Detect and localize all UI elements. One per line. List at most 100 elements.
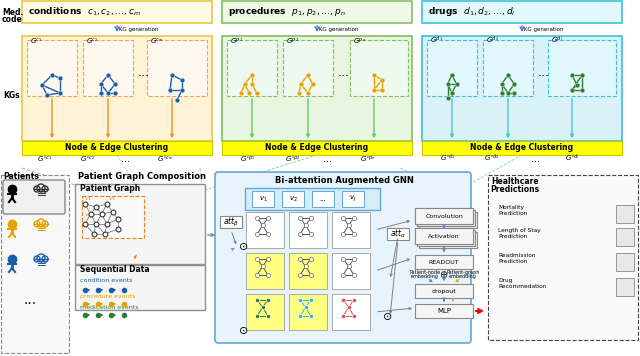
Text: KG generation: KG generation xyxy=(119,26,159,31)
Text: KG generation: KG generation xyxy=(319,26,358,31)
Bar xyxy=(82,196,144,238)
FancyBboxPatch shape xyxy=(3,180,65,214)
Text: $G^{c_1}$: $G^{c_1}$ xyxy=(30,36,42,46)
Bar xyxy=(332,212,370,248)
Text: Sequential Data: Sequential Data xyxy=(80,265,150,274)
Text: $G\,'^{d_1}$: $G\,'^{d_1}$ xyxy=(440,153,456,164)
Text: $v_3$: $v_3$ xyxy=(108,195,116,203)
Bar xyxy=(289,294,327,330)
Bar xyxy=(332,294,370,330)
Bar xyxy=(252,191,274,207)
Text: Readmission
Prediction: Readmission Prediction xyxy=(498,253,536,264)
Bar xyxy=(415,208,473,224)
Bar xyxy=(222,1,412,23)
Text: $G^{c_m}$: $G^{c_m}$ xyxy=(150,36,164,46)
Text: Patient-node: Patient-node xyxy=(410,270,440,275)
Bar xyxy=(350,40,408,96)
Bar xyxy=(488,175,638,340)
Bar xyxy=(417,210,475,226)
Text: ...: ... xyxy=(120,154,129,164)
Bar xyxy=(387,228,409,240)
Bar xyxy=(417,230,475,246)
Text: embedding: embedding xyxy=(411,274,439,279)
Text: code: code xyxy=(2,15,23,24)
Bar xyxy=(332,253,370,289)
Text: Patient-graph: Patient-graph xyxy=(446,270,480,275)
Bar xyxy=(75,265,205,310)
Bar xyxy=(415,228,473,244)
Bar xyxy=(616,228,634,246)
Text: KGs: KGs xyxy=(3,90,20,99)
Text: Convolution: Convolution xyxy=(425,214,463,219)
Text: conditions  $c_1,c_2,\ldots,c_m$: conditions $c_1,c_2,\ldots,c_m$ xyxy=(28,6,141,18)
Bar xyxy=(548,40,616,96)
Bar xyxy=(75,184,205,264)
Bar xyxy=(422,1,622,23)
Text: KG generation: KG generation xyxy=(524,26,563,31)
Text: procedures  $p_1,p_2,\ldots,p_n$: procedures $p_1,p_2,\ldots,p_n$ xyxy=(228,5,346,19)
Text: $\odot$: $\odot$ xyxy=(382,312,392,323)
Bar xyxy=(222,36,412,141)
Text: Activation: Activation xyxy=(428,234,460,239)
Bar xyxy=(415,208,473,224)
Text: Length of Stay
Prediction: Length of Stay Prediction xyxy=(498,228,541,239)
Text: $G^{p_2}$: $G^{p_2}$ xyxy=(286,36,299,46)
Text: $G\,'^{p_2}$: $G\,'^{p_2}$ xyxy=(285,154,301,164)
Bar xyxy=(427,40,477,96)
Text: READOUT: READOUT xyxy=(429,260,460,265)
Text: Node & Edge Clustering: Node & Edge Clustering xyxy=(470,143,573,152)
Bar xyxy=(246,253,284,289)
Bar xyxy=(22,141,212,155)
Text: $G^{p_n}$: $G^{p_n}$ xyxy=(353,36,366,46)
Text: $\oplus$: $\oplus$ xyxy=(440,269,449,281)
Bar xyxy=(220,216,242,228)
Text: $G\,'^{c_m}$: $G\,'^{c_m}$ xyxy=(157,154,173,164)
Text: $v_2$: $v_2$ xyxy=(289,194,298,204)
Bar xyxy=(342,191,364,207)
Text: $v_2$: $v_2$ xyxy=(84,211,92,219)
Bar xyxy=(227,40,277,96)
Text: Node & Edge Clustering: Node & Edge Clustering xyxy=(65,143,168,152)
Bar xyxy=(83,40,133,96)
Text: $G^{p_1}$: $G^{p_1}$ xyxy=(230,36,243,46)
Text: procedure events: procedure events xyxy=(80,294,136,299)
Bar xyxy=(415,228,473,244)
Bar xyxy=(22,1,212,23)
Bar xyxy=(312,191,334,207)
Text: $G^{d_2}$: $G^{d_2}$ xyxy=(486,35,499,47)
Text: $v_1$: $v_1$ xyxy=(84,195,92,203)
Text: $att_\alpha$: $att_\alpha$ xyxy=(390,228,406,240)
Bar xyxy=(483,40,533,96)
Text: $G\,'^{c_1}$: $G\,'^{c_1}$ xyxy=(38,154,52,164)
Text: ...: ... xyxy=(24,293,36,307)
Bar xyxy=(245,188,380,210)
Bar xyxy=(222,141,412,155)
Text: Patients: Patients xyxy=(3,172,39,181)
Bar xyxy=(422,141,622,155)
Text: $G^{d_1}$: $G^{d_1}$ xyxy=(430,35,443,47)
Bar xyxy=(22,36,212,141)
Text: Healthcare: Healthcare xyxy=(491,177,539,186)
Bar xyxy=(616,205,634,223)
Bar xyxy=(415,255,473,269)
Text: dropout: dropout xyxy=(431,288,456,293)
Text: embedding: embedding xyxy=(449,274,477,279)
Bar xyxy=(27,40,77,96)
Bar xyxy=(289,253,327,289)
Text: $v_1$: $v_1$ xyxy=(259,194,268,204)
Text: ...: ... xyxy=(138,66,150,79)
Bar xyxy=(246,294,284,330)
Text: ...: ... xyxy=(531,154,540,164)
Text: Node & Edge Clustering: Node & Edge Clustering xyxy=(266,143,369,152)
Text: $G\,'^{p_1}$: $G\,'^{p_1}$ xyxy=(240,154,256,164)
Text: $\odot$: $\odot$ xyxy=(238,325,248,335)
Text: $G\,'^{p_n}$: $G\,'^{p_n}$ xyxy=(360,154,376,164)
Text: Med.: Med. xyxy=(2,8,24,17)
Text: condition events: condition events xyxy=(80,278,132,283)
Bar xyxy=(246,212,284,248)
Text: Mortality
Prediction: Mortality Prediction xyxy=(498,205,527,216)
Text: $att_\beta$: $att_\beta$ xyxy=(223,215,239,229)
Text: $v_j$: $v_j$ xyxy=(349,194,356,204)
Bar xyxy=(422,36,622,141)
Bar xyxy=(289,212,327,248)
